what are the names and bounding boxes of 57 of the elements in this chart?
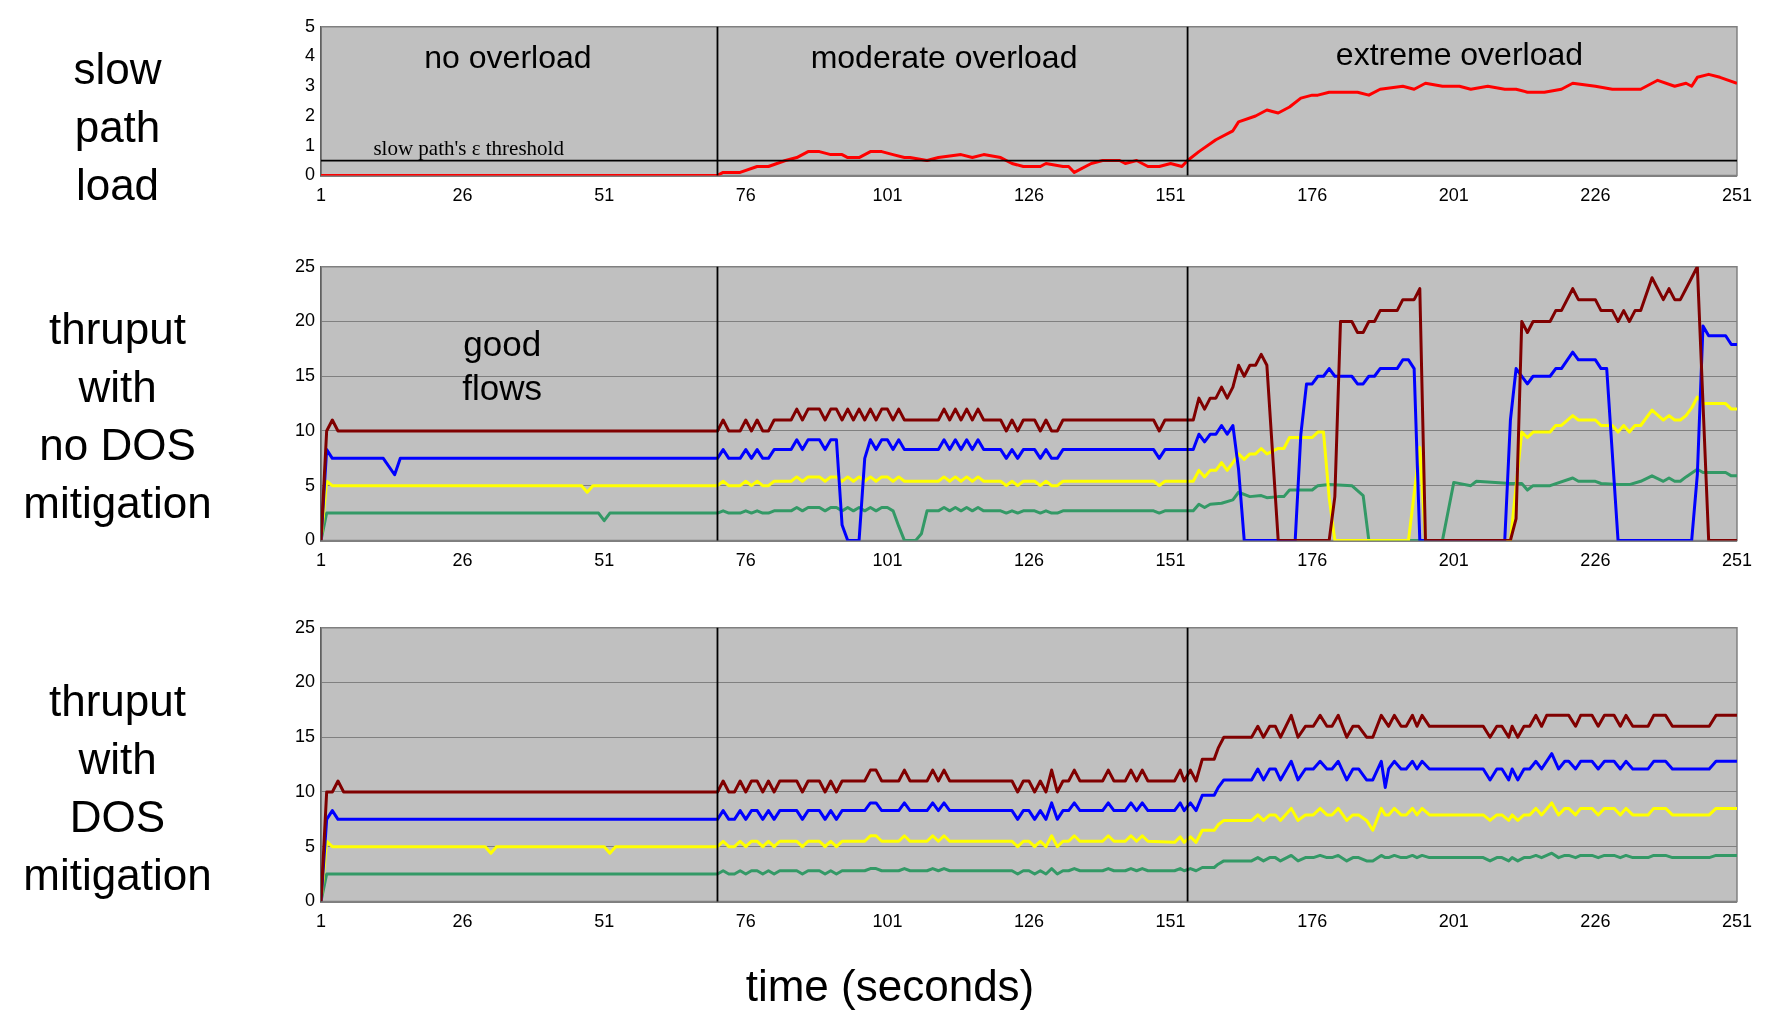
x-tick-label: 176 — [1297, 550, 1328, 571]
y-tick-label: 5 — [304, 835, 315, 856]
x-tick-label: 226 — [1580, 550, 1611, 571]
y-tick-label: 2 — [304, 104, 315, 125]
x-tick-label: 101 — [872, 550, 903, 571]
x-tick-label: 226 — [1580, 911, 1611, 932]
x-tick-label: 201 — [1438, 185, 1469, 206]
y-axis-title: thruput with DOS mitigation — [22, 675, 213, 901]
x-tick-label: 201 — [1438, 911, 1469, 932]
x-tick-label: 126 — [1013, 550, 1045, 571]
x-tick-label: 26 — [452, 185, 473, 206]
y-tick-label: 20 — [294, 671, 315, 692]
x-axis-title: time (seconds) — [744, 961, 1036, 1011]
x-tick-label: 26 — [452, 911, 473, 932]
y-tick-label: 5 — [304, 15, 315, 36]
x-tick-label: 151 — [1155, 550, 1186, 571]
x-tick-label: 76 — [735, 550, 756, 571]
x-tick-label: 51 — [594, 185, 615, 206]
annotation: good flows — [462, 323, 543, 407]
y-axis-title: slow path load — [72, 43, 163, 211]
y-tick-label: 0 — [304, 890, 315, 911]
y-tick-label: 4 — [304, 45, 315, 66]
x-tick-label: 176 — [1297, 185, 1328, 206]
y-tick-label: 3 — [304, 75, 315, 96]
x-tick-label: 101 — [872, 185, 903, 206]
x-tick-label: 176 — [1297, 911, 1328, 932]
x-tick-label: 51 — [594, 550, 615, 571]
y-tick-label: 0 — [304, 529, 315, 550]
y-tick-label: 5 — [304, 474, 315, 495]
x-tick-label: 226 — [1580, 185, 1611, 206]
y-tick-label: 15 — [294, 365, 315, 386]
y-axis-title: thruput with no DOS mitigation — [22, 303, 213, 529]
x-tick-label: 126 — [1013, 185, 1045, 206]
x-tick-label: 76 — [735, 185, 756, 206]
x-tick-label: 151 — [1155, 911, 1186, 932]
y-tick-label: 20 — [294, 310, 315, 331]
annotation: moderate overload — [810, 39, 1078, 76]
x-tick-label: 76 — [735, 911, 756, 932]
x-tick-label: 251 — [1721, 185, 1753, 206]
annotation: no overload — [424, 39, 592, 76]
y-tick-label: 10 — [294, 419, 315, 440]
x-tick-label: 151 — [1155, 185, 1186, 206]
x-tick-label: 51 — [594, 911, 615, 932]
y-tick-label: 25 — [294, 255, 315, 276]
x-tick-label: 251 — [1721, 911, 1753, 932]
y-tick-label: 10 — [294, 780, 315, 801]
y-tick-label: 0 — [304, 164, 315, 185]
x-tick-label: 126 — [1013, 911, 1045, 932]
ref-line-label: slow path's ε threshold — [373, 135, 565, 160]
y-tick-label: 25 — [294, 616, 315, 637]
x-tick-label: 201 — [1438, 550, 1469, 571]
x-tick-label: 251 — [1721, 550, 1753, 571]
annotation: extreme overload — [1335, 36, 1584, 73]
x-tick-label: 101 — [872, 911, 903, 932]
y-tick-label: 1 — [304, 134, 315, 155]
y-tick-label: 15 — [294, 726, 315, 747]
x-tick-label: 26 — [452, 550, 473, 571]
